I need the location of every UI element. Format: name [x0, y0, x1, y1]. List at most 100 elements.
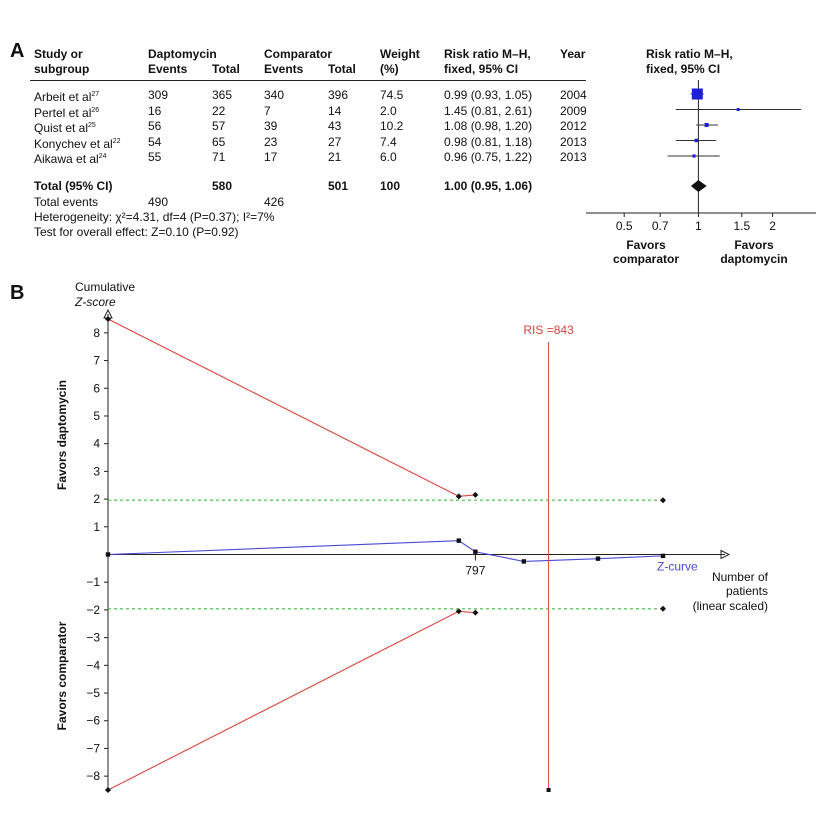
y-tick-label: 2 [93, 492, 100, 506]
study-ref: 27 [91, 91, 100, 98]
y-tick-label: 6 [93, 381, 100, 395]
dapto-events: 55 [148, 150, 162, 164]
y-title-2: Z-score [74, 295, 116, 309]
study-weight-box [694, 138, 698, 143]
total-events-comp: 426 [264, 195, 285, 209]
study-name: Pertel et al26 [34, 104, 99, 120]
tsa-chart: Cumulative Z-score Favors daptomycin Fav… [55, 280, 769, 826]
lower_boundary-point [455, 608, 462, 615]
study-name-text: Pertel et al [34, 105, 92, 120]
header-risk-ratio: Risk ratio M–H, fixed, 95% CI [444, 47, 531, 77]
y-tick-label: −7 [86, 741, 100, 755]
study-year: 2004 [560, 88, 587, 102]
forest-tick-label: 1.5 [733, 219, 750, 233]
upper_boundary-point [105, 316, 111, 322]
y-tick-label: 3 [93, 464, 100, 478]
study-name: Quist et al25 [34, 119, 96, 135]
ris-marker [546, 788, 551, 792]
header-rr-line1: Risk ratio M–H, [444, 47, 531, 61]
comp-events: 39 [264, 119, 278, 133]
y-tick-label: 7 [93, 354, 100, 368]
y-tick-label: −1 [86, 575, 100, 589]
risk-ratio-ci: 0.96 (0.75, 1.22) [444, 150, 533, 164]
header-rule [30, 80, 586, 81]
header-weight: Weight (%) [380, 47, 420, 77]
comp-total: 21 [328, 150, 342, 164]
lower_boundary-point [105, 787, 111, 793]
study-weight-box [691, 88, 703, 100]
favors-comparator: Favors comparator [608, 238, 684, 266]
y-tick-label: −3 [86, 631, 100, 645]
risk-ratio-ci: 0.99 (0.93, 1.05) [444, 88, 533, 102]
total-rr: 1.00 (0.95, 1.06) [444, 179, 533, 193]
study-name: Arbeit et al27 [34, 88, 99, 104]
header-weight-line2: (%) [380, 62, 399, 76]
study-year: 2009 [560, 103, 587, 118]
study-weight-box [692, 154, 696, 158]
total-comp: 501 [328, 179, 349, 193]
tick-797-label: 797 [465, 564, 485, 578]
header-plot: Risk ratio M–H, fixed, 95% CI [646, 47, 733, 77]
y-ticks: 8 7 6 5 4 3 2 1 −1 −2 −3 −4 −5 −6 −7 −8 [86, 326, 108, 783]
header-study: Study or subgroup [34, 47, 89, 77]
study-ref: 25 [88, 122, 96, 129]
study-name: Konychev et al22 [34, 135, 121, 151]
header-plot-line2: fixed, 95% CI [646, 62, 721, 76]
header-daptomycin: Daptomycin [148, 47, 217, 61]
y-tick-label: 8 [93, 326, 100, 340]
comp-events: 17 [264, 150, 278, 164]
overall-effect: Test for overall effect: Z=0.10 (P=0.92) [34, 225, 239, 239]
dapto-events: 54 [148, 134, 162, 149]
series-layer [105, 316, 666, 793]
y-title-1: Cumulative [75, 280, 135, 294]
header-dapto-events: Events [148, 62, 188, 76]
x-axis-arrow [720, 549, 731, 560]
dapto-total: 57 [212, 119, 226, 133]
y-tick-label: −5 [86, 686, 100, 700]
header-year: Year [560, 47, 586, 61]
weight: 7.4 [380, 134, 397, 149]
study-ref: 24 [98, 153, 107, 160]
lower_boundary-point [472, 609, 479, 616]
forest-tick-label: 1 [695, 219, 702, 233]
conv_lower-point [660, 605, 666, 612]
total-label: Total (95% CI) [34, 179, 113, 193]
comp-events: 23 [264, 134, 278, 149]
comp-events: 340 [264, 88, 285, 102]
panel-b-letter: B [10, 282, 25, 304]
pooled-diamond [690, 180, 707, 192]
heterogeneity: Heterogeneity: χ²=4.31, df=4 (P=0.37); I… [34, 210, 275, 224]
y-tick-label: 5 [93, 409, 100, 423]
conv_upper-point [660, 497, 666, 504]
upper_boundary-point [472, 491, 479, 498]
panel-a-letter: A [10, 40, 25, 62]
study-year: 2012 [560, 119, 587, 133]
header-rr-line2: fixed, 95% CI [444, 62, 519, 76]
risk-ratio-ci: 0.98 (0.81, 1.18) [444, 134, 533, 149]
weight: 74.5 [380, 88, 404, 102]
ris-label: RIS =843 [523, 323, 574, 337]
y-tick-label: 1 [93, 520, 100, 534]
dapto-events: 16 [148, 103, 162, 118]
total-weight: 100 [380, 179, 401, 193]
study-ref: 22 [112, 137, 121, 145]
total-dapto: 580 [212, 179, 233, 193]
favors-daptomycin-label: Favors daptomycin [55, 380, 69, 490]
weight: 10.2 [380, 119, 404, 133]
forest-studies [667, 88, 802, 158]
zcurve-point [456, 538, 461, 543]
favors-left-1: Favors [626, 238, 666, 252]
dapto-total: 71 [212, 150, 226, 164]
dapto-events: 309 [148, 88, 169, 102]
y-tick-label: 4 [93, 437, 100, 451]
zcurve-point [473, 549, 478, 554]
forest-tick-label: 0.5 [616, 219, 633, 233]
header-comp-events: Events [264, 62, 304, 76]
study-year: 2013 [560, 134, 587, 149]
header-comp-total: Total [328, 62, 356, 76]
study-weight-box [736, 108, 740, 111]
study-name: Aikawa et al24 [34, 150, 107, 166]
dapto-total: 22 [212, 103, 226, 118]
zcurve-point [521, 559, 526, 564]
header-study-line1: Study or [34, 47, 83, 61]
